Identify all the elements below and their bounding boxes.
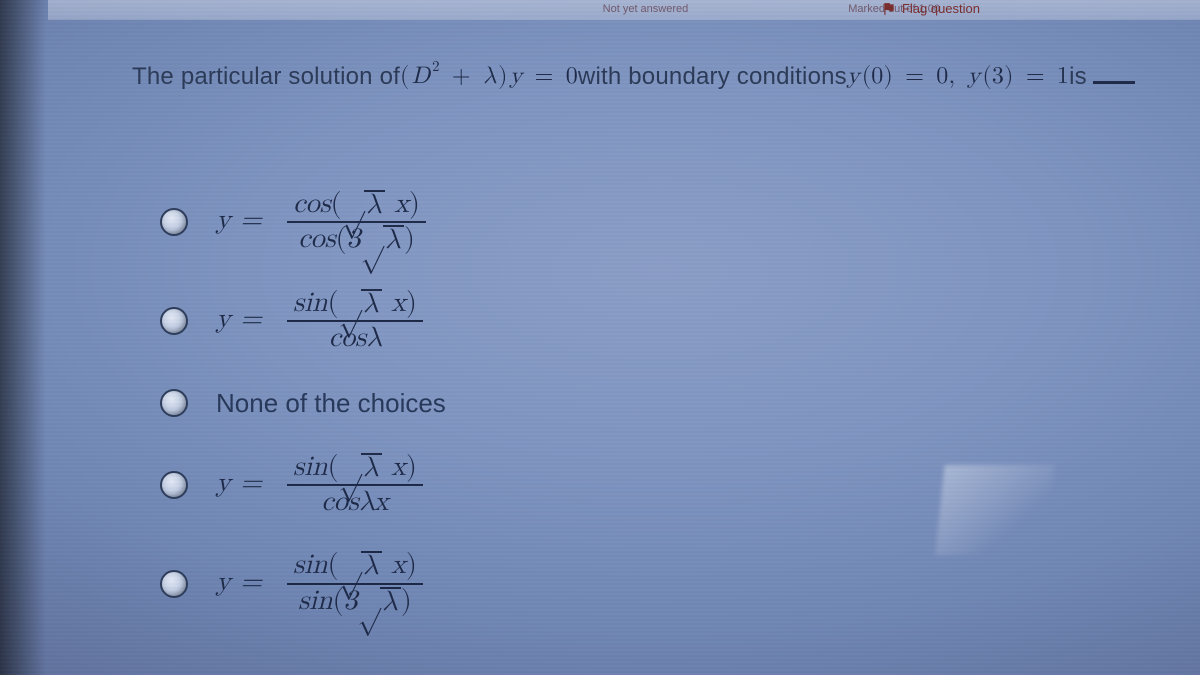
choice-a-yeq: y = — [216, 206, 262, 234]
choice-c-label: None of the choices — [216, 388, 446, 419]
flag-question-label: Flag question — [902, 1, 980, 16]
question-operator-expr: (D2 + λ)y = 0 — [400, 62, 578, 91]
choice-c[interactable]: None of the choices — [160, 388, 680, 419]
choice-a-body: y = cos(√λ x) cos(3√λ) — [216, 190, 426, 255]
radio-e[interactable] — [160, 570, 188, 598]
radio-b[interactable] — [160, 307, 188, 335]
page-binding-shadow — [0, 0, 46, 675]
status-not-answered: Not yet answered — [603, 3, 689, 15]
radio-c[interactable] — [160, 389, 188, 417]
answer-blank — [1093, 81, 1135, 84]
choice-d-body: y = sin(√λ x) cosλx — [216, 453, 423, 518]
choice-b-yeq: y = — [216, 305, 262, 333]
choice-e[interactable]: y = sin(√λ x) sin(3√λ) — [160, 551, 680, 616]
choice-list: y = cos(√λ x) cos(3√λ) y = sin(√λ x) — [160, 190, 680, 650]
flag-icon — [882, 2, 896, 16]
choice-a[interactable]: y = cos(√λ x) cos(3√λ) — [160, 190, 680, 255]
choice-d[interactable]: y = sin(√λ x) cosλx — [160, 453, 680, 518]
quiz-status-strip: Not yet answered Marked out of 1.00 — [48, 0, 1200, 18]
flag-question-link[interactable]: Flag question — [882, 1, 980, 16]
question-text: The particular solution of (D2 + λ)y = 0… — [132, 62, 1160, 91]
question-post: is — [1069, 63, 1087, 91]
question-panel: The particular solution of (D2 + λ)y = 0… — [48, 18, 1200, 675]
choice-e-yeq: y = — [216, 568, 262, 596]
question-mid: with boundary conditions — [578, 63, 847, 91]
radio-a[interactable] — [160, 208, 188, 236]
choice-b[interactable]: y = sin(√λ x) cosλ — [160, 289, 680, 354]
radio-d[interactable] — [160, 471, 188, 499]
question-boundary-conditions: y(0) = 0, y(3) = 1 — [847, 62, 1069, 91]
screen-glare — [935, 465, 1054, 555]
question-pre: The particular solution of — [132, 63, 400, 91]
choice-d-yeq: y = — [216, 469, 262, 497]
choice-b-body: y = sin(√λ x) cosλ — [216, 289, 423, 354]
choice-e-body: y = sin(√λ x) sin(3√λ) — [216, 551, 423, 616]
